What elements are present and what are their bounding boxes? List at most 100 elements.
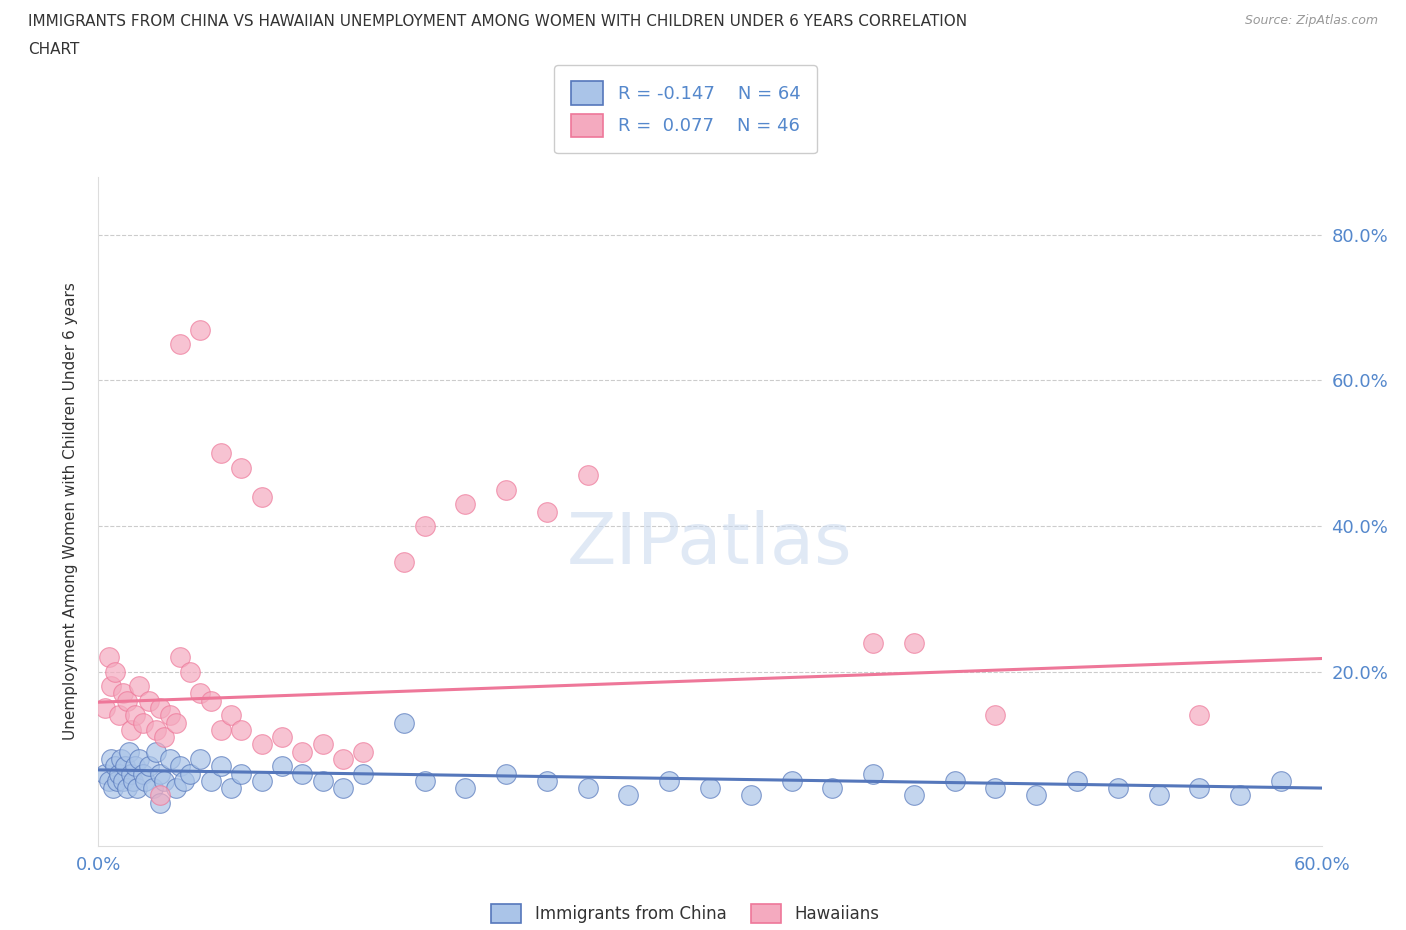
Point: [291, 744, 314, 759]
Point: [93, 700, 115, 715]
Point: [124, 708, 146, 723]
Point: [138, 693, 160, 708]
Point: [118, 744, 141, 759]
Point: [250, 489, 273, 504]
Point: [780, 774, 803, 789]
Point: [152, 774, 174, 789]
Point: [145, 744, 167, 759]
Point: [231, 766, 253, 781]
Point: [576, 780, 599, 795]
Point: [352, 766, 374, 781]
Point: [209, 445, 232, 460]
Point: [1107, 780, 1129, 795]
Point: [312, 737, 335, 751]
Point: [332, 751, 354, 766]
Point: [658, 774, 681, 789]
Point: [132, 766, 155, 781]
Point: [312, 774, 335, 789]
Point: [1188, 780, 1211, 795]
Point: [200, 774, 222, 789]
Point: [209, 759, 232, 774]
Point: [454, 497, 477, 512]
Point: [270, 730, 294, 745]
Point: [209, 723, 232, 737]
Point: [138, 759, 160, 774]
Point: [250, 737, 273, 751]
Point: [188, 751, 212, 766]
Point: [219, 780, 242, 795]
Point: [903, 788, 925, 803]
Point: [1270, 774, 1292, 789]
Point: [128, 679, 150, 694]
Point: [231, 460, 253, 475]
Point: [740, 788, 762, 803]
Text: CHART: CHART: [28, 42, 80, 57]
Point: [332, 780, 354, 795]
Point: [576, 468, 599, 483]
Point: [188, 322, 212, 337]
Point: [231, 723, 253, 737]
Point: [142, 780, 165, 795]
Point: [105, 774, 128, 789]
Point: [122, 774, 145, 789]
Point: [108, 766, 131, 781]
Point: [219, 708, 242, 723]
Y-axis label: Unemployment Among Women with Children Under 6 years: Unemployment Among Women with Children U…: [63, 283, 77, 740]
Point: [536, 504, 558, 519]
Point: [111, 774, 134, 789]
Point: [169, 759, 191, 774]
Point: [165, 715, 187, 730]
Point: [200, 693, 222, 708]
Point: [179, 766, 201, 781]
Point: [1147, 788, 1170, 803]
Point: [128, 751, 150, 766]
Point: [127, 780, 149, 795]
Point: [495, 483, 517, 498]
Point: [149, 788, 172, 803]
Point: [250, 774, 273, 789]
Point: [413, 774, 436, 789]
Point: [120, 723, 142, 737]
Point: [413, 519, 436, 534]
Point: [454, 780, 477, 795]
Point: [495, 766, 517, 781]
Point: [100, 679, 122, 694]
Point: [270, 759, 294, 774]
Point: [984, 780, 1007, 795]
Text: Source: ZipAtlas.com: Source: ZipAtlas.com: [1244, 14, 1378, 27]
Point: [165, 780, 187, 795]
Point: [188, 686, 212, 701]
Point: [169, 650, 191, 665]
Point: [169, 337, 191, 352]
Point: [291, 766, 314, 781]
Point: [100, 751, 122, 766]
Point: [124, 759, 146, 774]
Point: [699, 780, 721, 795]
Point: [120, 766, 142, 781]
Point: [149, 795, 172, 810]
Point: [984, 708, 1007, 723]
Point: [104, 759, 127, 774]
Point: [821, 780, 844, 795]
Point: [104, 664, 127, 679]
Point: [173, 774, 195, 789]
Point: [862, 635, 884, 650]
Point: [132, 715, 155, 730]
Point: [115, 780, 138, 795]
Point: [97, 774, 120, 789]
Point: [111, 686, 134, 701]
Point: [179, 664, 201, 679]
Point: [149, 766, 172, 781]
Point: [1229, 788, 1251, 803]
Point: [101, 780, 124, 795]
Point: [149, 700, 172, 715]
Text: IMMIGRANTS FROM CHINA VS HAWAIIAN UNEMPLOYMENT AMONG WOMEN WITH CHILDREN UNDER 6: IMMIGRANTS FROM CHINA VS HAWAIIAN UNEMPL…: [28, 14, 967, 29]
Point: [97, 650, 120, 665]
Point: [145, 723, 167, 737]
Point: [392, 715, 416, 730]
Point: [159, 708, 181, 723]
Point: [108, 708, 131, 723]
Point: [114, 759, 136, 774]
Point: [536, 774, 558, 789]
Point: [93, 766, 115, 781]
